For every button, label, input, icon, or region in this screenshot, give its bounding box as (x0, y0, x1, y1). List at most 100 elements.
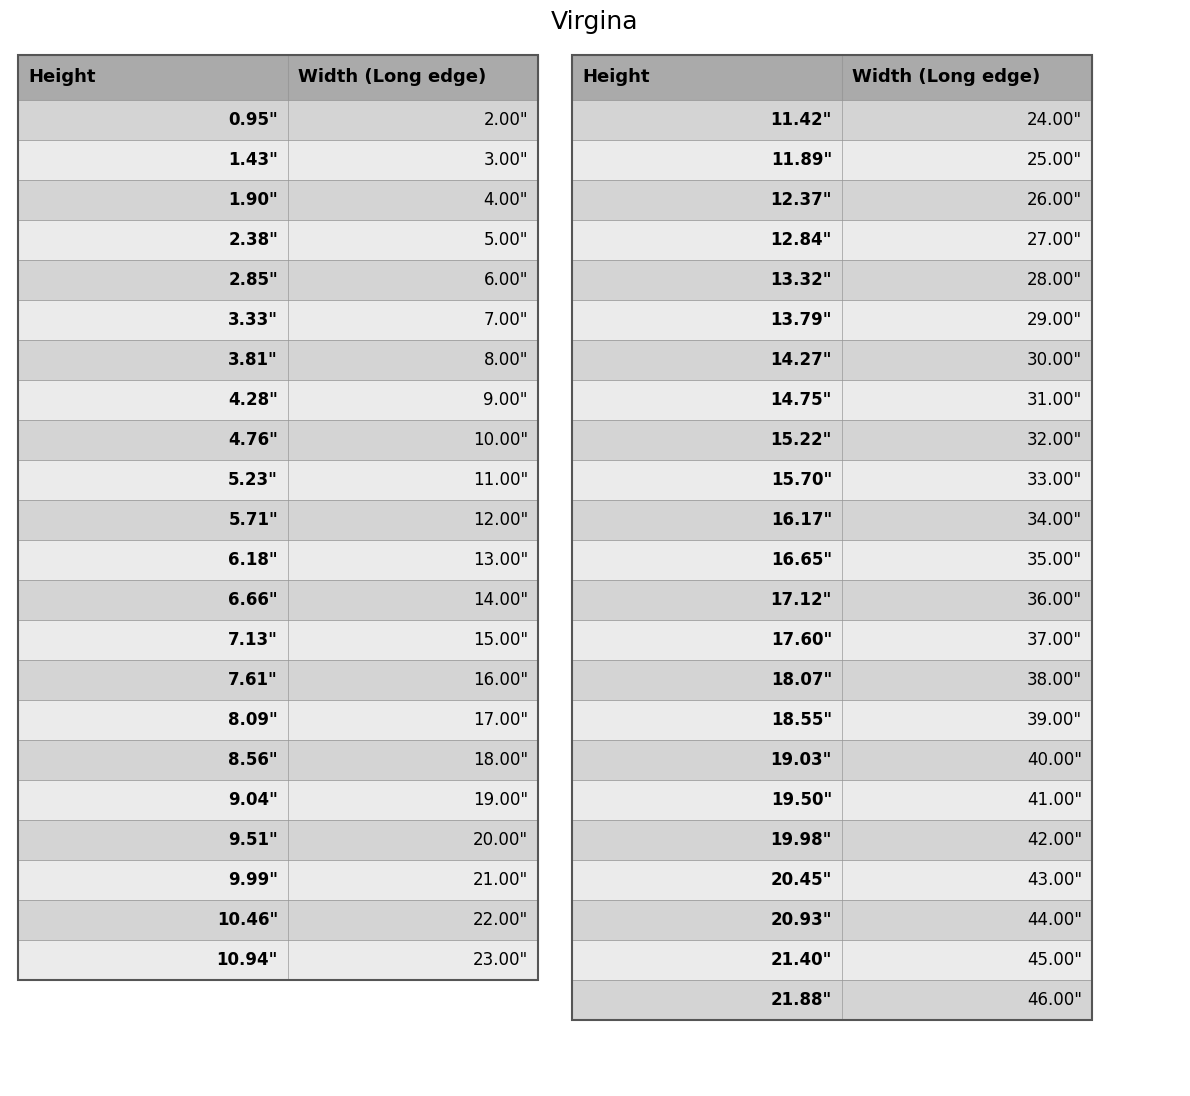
Bar (572, 940, 1092, 980)
Text: 14.27": 14.27" (770, 351, 832, 369)
Bar (18, 300, 538, 340)
Bar (572, 260, 1092, 300)
Text: 4.28": 4.28" (228, 391, 278, 409)
Bar (572, 660, 1092, 700)
Text: 45.00": 45.00" (1027, 951, 1082, 969)
Bar (572, 100, 1092, 140)
Text: 28.00": 28.00" (1027, 271, 1082, 289)
Bar (572, 380, 1092, 420)
Text: 7.13": 7.13" (228, 631, 278, 649)
Text: 19.03": 19.03" (771, 751, 832, 769)
Text: 42.00": 42.00" (1027, 831, 1082, 849)
Text: 12.84": 12.84" (771, 231, 832, 249)
Text: Virgina: Virgina (551, 10, 639, 34)
Bar (572, 300, 1092, 340)
Text: 8.09": 8.09" (228, 711, 278, 729)
Bar (18, 900, 538, 940)
Text: 44.00": 44.00" (1027, 911, 1082, 929)
Bar (18, 820, 538, 860)
Text: Width (Long edge): Width (Long edge) (298, 68, 487, 87)
Text: 40.00": 40.00" (1027, 751, 1082, 769)
Text: 2.00": 2.00" (483, 111, 528, 129)
Bar (572, 740, 1092, 780)
Text: 36.00": 36.00" (1027, 591, 1082, 609)
Bar (572, 180, 1092, 220)
Text: 6.18": 6.18" (228, 551, 278, 569)
Text: 12.00": 12.00" (472, 511, 528, 529)
Text: 3.81": 3.81" (228, 351, 278, 369)
Text: 17.00": 17.00" (472, 711, 528, 729)
Text: 26.00": 26.00" (1027, 191, 1082, 209)
Bar (18, 660, 538, 700)
Text: 16.17": 16.17" (771, 511, 832, 529)
Bar (572, 500, 1092, 540)
Bar (18, 700, 538, 740)
Text: Width (Long edge): Width (Long edge) (852, 68, 1040, 87)
Text: 12.37": 12.37" (770, 191, 832, 209)
Text: 21.88": 21.88" (771, 991, 832, 1009)
Text: 6.66": 6.66" (228, 591, 278, 609)
Text: 15.70": 15.70" (771, 471, 832, 489)
Text: 0.95": 0.95" (228, 111, 278, 129)
Text: 7.61": 7.61" (228, 671, 278, 689)
Bar (18, 180, 538, 220)
Text: 25.00": 25.00" (1027, 151, 1082, 169)
Text: 30.00": 30.00" (1027, 351, 1082, 369)
Text: 11.42": 11.42" (771, 111, 832, 129)
Text: 13.32": 13.32" (770, 271, 832, 289)
Bar (572, 220, 1092, 260)
Text: 20.93": 20.93" (770, 911, 832, 929)
Text: 17.60": 17.60" (771, 631, 832, 649)
Text: Height: Height (582, 68, 650, 87)
Text: 18.07": 18.07" (771, 671, 832, 689)
Bar (572, 620, 1092, 660)
Text: 2.85": 2.85" (228, 271, 278, 289)
Bar (572, 540, 1092, 580)
Text: 10.00": 10.00" (472, 431, 528, 449)
Text: 39.00": 39.00" (1027, 711, 1082, 729)
Text: 46.00": 46.00" (1027, 991, 1082, 1009)
Bar (18, 460, 538, 500)
Bar (18, 420, 538, 460)
Text: 15.22": 15.22" (771, 431, 832, 449)
Text: 1.90": 1.90" (228, 191, 278, 209)
Text: 21.00": 21.00" (472, 871, 528, 889)
Bar (18, 100, 538, 140)
Bar (18, 620, 538, 660)
Bar (572, 460, 1092, 500)
Text: 8.00": 8.00" (483, 351, 528, 369)
Bar (572, 980, 1092, 1020)
Bar (572, 55, 1092, 1020)
Text: 3.33": 3.33" (228, 311, 278, 329)
Bar (18, 55, 538, 100)
Text: 6.00": 6.00" (483, 271, 528, 289)
Text: 35.00": 35.00" (1027, 551, 1082, 569)
Text: 41.00": 41.00" (1027, 791, 1082, 809)
Text: 1.43": 1.43" (228, 151, 278, 169)
Bar (18, 260, 538, 300)
Text: 20.45": 20.45" (771, 871, 832, 889)
Text: 34.00": 34.00" (1027, 511, 1082, 529)
Text: 19.50": 19.50" (771, 791, 832, 809)
Text: 23.00": 23.00" (472, 951, 528, 969)
Bar (572, 340, 1092, 380)
Bar (18, 780, 538, 820)
Text: 4.76": 4.76" (228, 431, 278, 449)
Text: 18.00": 18.00" (472, 751, 528, 769)
Text: 15.00": 15.00" (472, 631, 528, 649)
Text: 13.00": 13.00" (472, 551, 528, 569)
Bar (18, 860, 538, 900)
Text: 22.00": 22.00" (472, 911, 528, 929)
Text: 16.65": 16.65" (771, 551, 832, 569)
Text: 14.00": 14.00" (472, 591, 528, 609)
Text: 18.55": 18.55" (771, 711, 832, 729)
Bar (572, 860, 1092, 900)
Text: 20.00": 20.00" (472, 831, 528, 849)
Bar (18, 940, 538, 980)
Bar (18, 55, 538, 980)
Text: 5.00": 5.00" (483, 231, 528, 249)
Bar (572, 55, 1092, 100)
Bar (18, 140, 538, 180)
Bar (572, 780, 1092, 820)
Text: 21.40": 21.40" (771, 951, 832, 969)
